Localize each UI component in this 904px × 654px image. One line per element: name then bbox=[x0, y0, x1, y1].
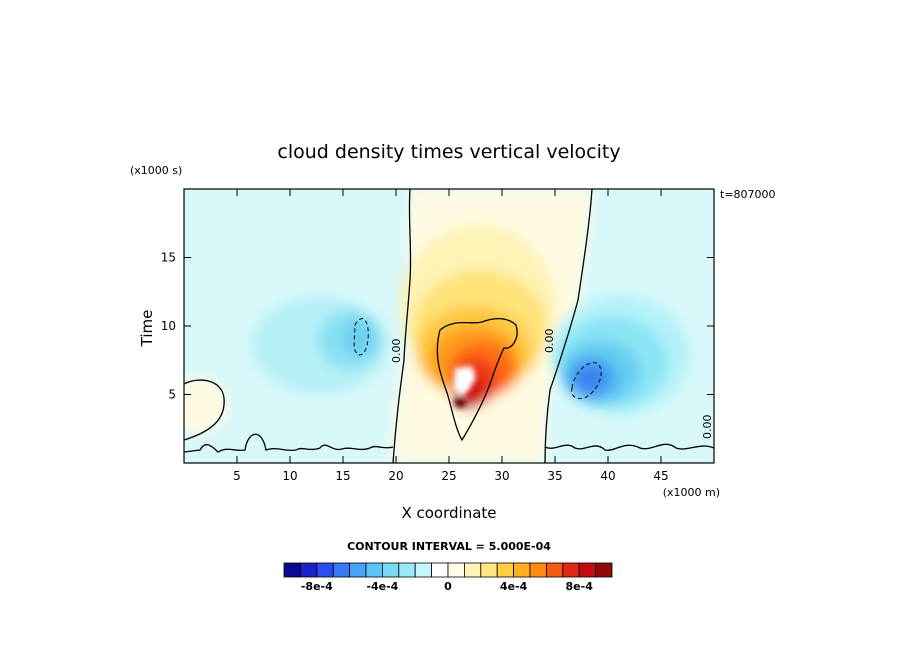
y-tick-label: 5 bbox=[168, 388, 176, 402]
colorbar bbox=[283, 562, 613, 578]
x-tick-label: 20 bbox=[388, 469, 403, 483]
x-axis-label: X coordinate bbox=[401, 504, 496, 522]
x-tick-label: 40 bbox=[600, 469, 615, 483]
colorbar-swatch bbox=[496, 562, 515, 578]
colorbar-swatch bbox=[513, 562, 531, 578]
y-axis-label: Time bbox=[138, 310, 156, 348]
x-axis-ticks: 5 10 15 20 25 30 35 40 45 bbox=[233, 189, 669, 483]
colorbar-swatch bbox=[463, 562, 482, 578]
colorbar-swatch bbox=[480, 562, 498, 578]
contour-label-right: 0.00 bbox=[543, 329, 556, 354]
heatmap-field bbox=[184, 189, 714, 463]
colorbar-swatch bbox=[365, 562, 383, 578]
colorbar-swatch bbox=[381, 562, 400, 578]
y-tick-label: 10 bbox=[161, 319, 176, 333]
colorbar-swatch bbox=[431, 562, 449, 578]
zero-contours bbox=[184, 189, 714, 463]
contour-interval-text: CONTOUR INTERVAL = 5.000E-04 bbox=[347, 540, 551, 553]
colorbar-swatch bbox=[447, 562, 465, 578]
negative-contours bbox=[353, 318, 602, 399]
colorbar-swatch bbox=[529, 562, 547, 578]
x-tick-label: 30 bbox=[494, 469, 509, 483]
colorbar-swatch bbox=[546, 562, 564, 578]
y-tick-label: 15 bbox=[161, 251, 176, 265]
x-tick-label: 10 bbox=[282, 469, 297, 483]
colorbar-swatch bbox=[349, 562, 367, 578]
y-axis-ticks: 5 10 15 bbox=[161, 251, 714, 402]
colorbar-tick-label: -4e-4 bbox=[366, 580, 398, 593]
x-tick-label: 25 bbox=[441, 469, 456, 483]
x-tick-label: 5 bbox=[233, 469, 241, 483]
colorbar-ticks: -8e-4 -4e-4 0 4e-4 8e-4 bbox=[301, 580, 593, 593]
colorbar-tick-label: 0 bbox=[444, 580, 452, 593]
colorbar-swatch bbox=[299, 562, 318, 578]
x-tick-label: 15 bbox=[335, 469, 350, 483]
x-tick-label: 35 bbox=[547, 469, 562, 483]
field-core-layer bbox=[453, 366, 476, 408]
x-tick-label: 45 bbox=[653, 469, 668, 483]
colorbar-tick-label: -8e-4 bbox=[301, 580, 333, 593]
time-label: t=807000 bbox=[720, 188, 776, 201]
x-unit-label: (x1000 m) bbox=[663, 486, 720, 499]
colorbar-swatch bbox=[578, 562, 597, 578]
colorbar-tick-label: 8e-4 bbox=[566, 580, 594, 593]
y-unit-label: (x1000 s) bbox=[130, 164, 182, 177]
colorbar-swatch bbox=[414, 562, 433, 578]
colorbar-swatch bbox=[398, 562, 416, 578]
colorbar-swatch bbox=[562, 562, 580, 578]
colorbar-swatch bbox=[332, 562, 351, 578]
contour-label-edge: 0.00 bbox=[701, 415, 714, 440]
colorbar-swatch bbox=[316, 562, 334, 578]
colorbar-tick-label: 4e-4 bbox=[500, 580, 528, 593]
colorbar-swatch bbox=[595, 562, 613, 578]
chart-title: cloud density times vertical velocity bbox=[277, 141, 620, 163]
colorbar-swatch bbox=[283, 562, 301, 578]
contour-label-left: 0.00 bbox=[390, 339, 403, 364]
